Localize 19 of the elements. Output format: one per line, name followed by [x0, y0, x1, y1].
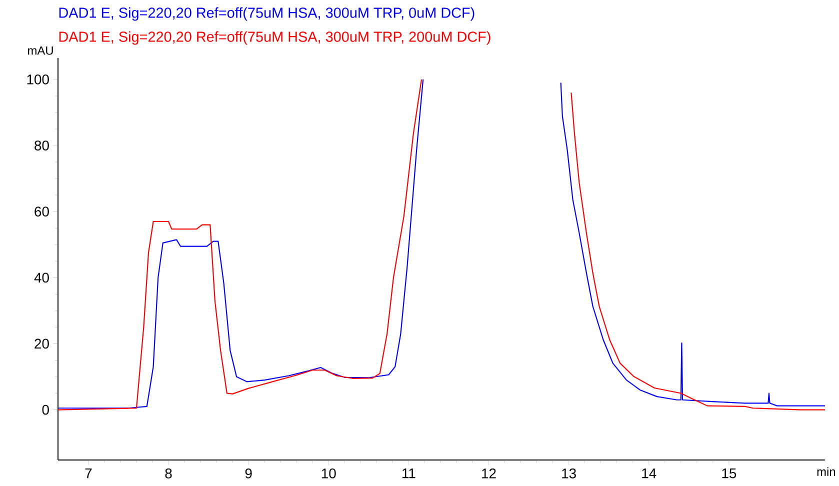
- y-tick-label: 80: [34, 140, 49, 150]
- y-tick-label: 40: [34, 272, 49, 283]
- x-tick-label: 14: [642, 468, 656, 478]
- x-tick-label: 8: [165, 468, 172, 478]
- y-axis-title: mAU: [28, 46, 53, 55]
- x-axis-title: min: [817, 467, 836, 476]
- y-tick-label: 100: [27, 74, 49, 84]
- y-tick-label: 20: [34, 338, 49, 349]
- x-tick-label: 15: [722, 468, 736, 478]
- x-tick-label: 10: [322, 468, 336, 478]
- y-tick-label: 60: [34, 206, 49, 217]
- x-tick-label: 7: [85, 468, 92, 478]
- y-tick-label: 0: [42, 404, 49, 415]
- text: DAD1 E, Sig=220,20 Ref=off(75uM HSA, 300uM TRP, 0uM DCF): [59, 7, 474, 21]
- x-tick-label: 12: [482, 468, 496, 478]
- x-tick-label: 11: [402, 468, 416, 478]
- text: DAD1 E, Sig=220,20 Ref=off(75uM HSA, 300uM TRP, 200uM DCF): [59, 31, 490, 45]
- x-tick-label: 9: [245, 468, 252, 478]
- x-tick-label: 13: [562, 468, 576, 478]
